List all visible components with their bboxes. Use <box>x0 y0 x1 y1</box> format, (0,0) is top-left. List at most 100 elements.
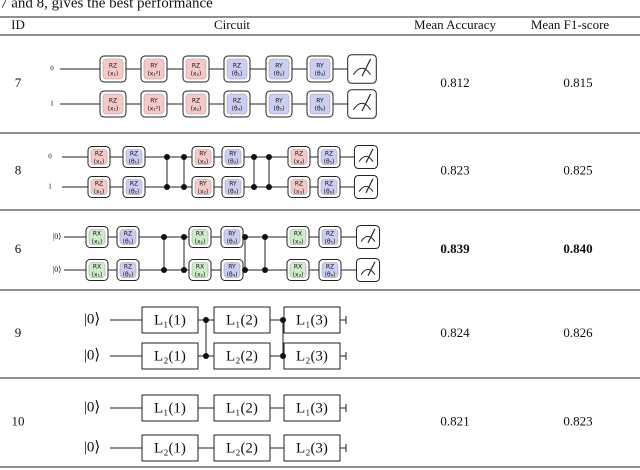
gate-fill <box>119 229 137 245</box>
gate-name: RZ <box>325 181 333 188</box>
gate-name: RZ <box>130 151 138 158</box>
gate-name: RY <box>150 98 158 105</box>
accuracy: 0.824 <box>440 325 470 340</box>
gate-fill <box>88 262 106 278</box>
gate-fill <box>90 149 108 165</box>
wire-label: |0⟩ <box>53 265 62 274</box>
header-cell: Circuit <box>214 17 250 32</box>
gate-fill <box>224 179 242 195</box>
measure-needle <box>361 93 372 112</box>
gate-name: RX <box>196 264 204 271</box>
gate-param: (θ₅) <box>325 239 336 246</box>
header-cell: ID <box>11 17 25 32</box>
gate-fill <box>191 262 209 278</box>
gate-name: RY <box>229 181 237 188</box>
measure-needle <box>361 58 372 77</box>
gate-fill <box>290 149 308 165</box>
gate-param: (x₁) <box>94 159 105 166</box>
measure <box>355 257 381 283</box>
control-dot <box>161 234 167 240</box>
gate-param: (x₁) <box>92 239 103 246</box>
control-dot <box>181 234 187 240</box>
gate <box>213 434 271 462</box>
accuracy: 0.812 <box>440 75 469 90</box>
gate-name: RY <box>275 98 283 105</box>
gate-param: (θ₅) <box>324 159 335 166</box>
gate-name: RY <box>275 63 283 70</box>
gate-fill <box>320 149 338 165</box>
wire-label: |0⟩ <box>84 439 100 455</box>
gate-name: L₁(2) <box>226 400 258 416</box>
gate-name: L₁(1) <box>154 400 186 416</box>
gate-param: (x₁²) <box>147 106 160 113</box>
wire-label: 0 <box>50 65 54 73</box>
accuracy: 0.821 <box>440 413 469 428</box>
f1-score: 0.826 <box>563 325 593 340</box>
gate-name: RY <box>228 264 236 271</box>
gate-fill <box>289 262 307 278</box>
gate-fill <box>185 58 207 80</box>
gate-param: (θ₄) <box>228 189 239 196</box>
control-dot <box>161 267 167 273</box>
gate-param: (x₁) <box>94 189 105 196</box>
gate-name: RZ <box>295 151 303 158</box>
gate-name: RZ <box>130 181 138 188</box>
control-dot <box>280 353 286 359</box>
measure-needle <box>365 178 374 194</box>
gate-fill <box>223 229 241 245</box>
gate-name: RX <box>93 231 101 238</box>
control-dot <box>242 267 248 273</box>
gate-name: L₁(3) <box>296 400 328 416</box>
header-cell: Mean F1-score <box>531 17 610 32</box>
gate-param: (θ₁) <box>232 71 243 78</box>
gate-param: (x₃) <box>293 239 304 246</box>
header-cell: Mean Accuracy <box>414 17 496 32</box>
gate-fill <box>185 93 207 115</box>
gate <box>141 342 199 370</box>
gate-name: RZ <box>192 98 200 105</box>
gate-fill <box>268 58 290 80</box>
gate-fill <box>119 262 137 278</box>
gate <box>213 342 271 370</box>
gate-param: (x₁) <box>92 272 103 279</box>
gate-name: RY <box>150 63 158 70</box>
measure <box>347 54 377 84</box>
gate-name: RZ <box>109 98 117 105</box>
gate <box>141 394 199 422</box>
gate-param: (x₂) <box>198 159 209 166</box>
wire-label: |0⟩ <box>84 399 100 415</box>
wire-label: |0⟩ <box>84 311 100 327</box>
gate-name: RZ <box>124 264 132 271</box>
gate-fill <box>143 58 165 80</box>
gate-fill <box>289 229 307 245</box>
gate-fill <box>309 93 331 115</box>
gate-fill <box>268 93 290 115</box>
gate-fill <box>226 58 248 80</box>
control-dot <box>181 267 187 273</box>
measure-arc <box>358 155 374 162</box>
gate-name: L₂(2) <box>226 440 258 456</box>
row-id: 8 <box>15 162 22 177</box>
gate-name: RY <box>228 231 236 238</box>
f1-score: 0.815 <box>563 75 592 90</box>
gate-name: L₂(3) <box>296 348 328 364</box>
gate-param: (x₂) <box>195 239 206 246</box>
gate <box>141 434 199 462</box>
measure-needle <box>367 261 376 277</box>
measure <box>355 224 381 250</box>
gate <box>141 306 199 334</box>
measure-needle <box>365 148 374 164</box>
gate-fill <box>125 179 143 195</box>
row-id: 7 <box>15 75 22 90</box>
gate-fill <box>191 229 209 245</box>
measure <box>353 174 379 200</box>
gate-fill <box>90 179 108 195</box>
gate-name: L₂(3) <box>296 440 328 456</box>
gate <box>283 394 341 422</box>
f1-score: 0.840 <box>563 241 592 256</box>
f1-score: 0.823 <box>563 413 592 428</box>
gate-fill <box>321 262 339 278</box>
gate-name: RY <box>316 98 324 105</box>
gate-name: RZ <box>233 98 241 105</box>
